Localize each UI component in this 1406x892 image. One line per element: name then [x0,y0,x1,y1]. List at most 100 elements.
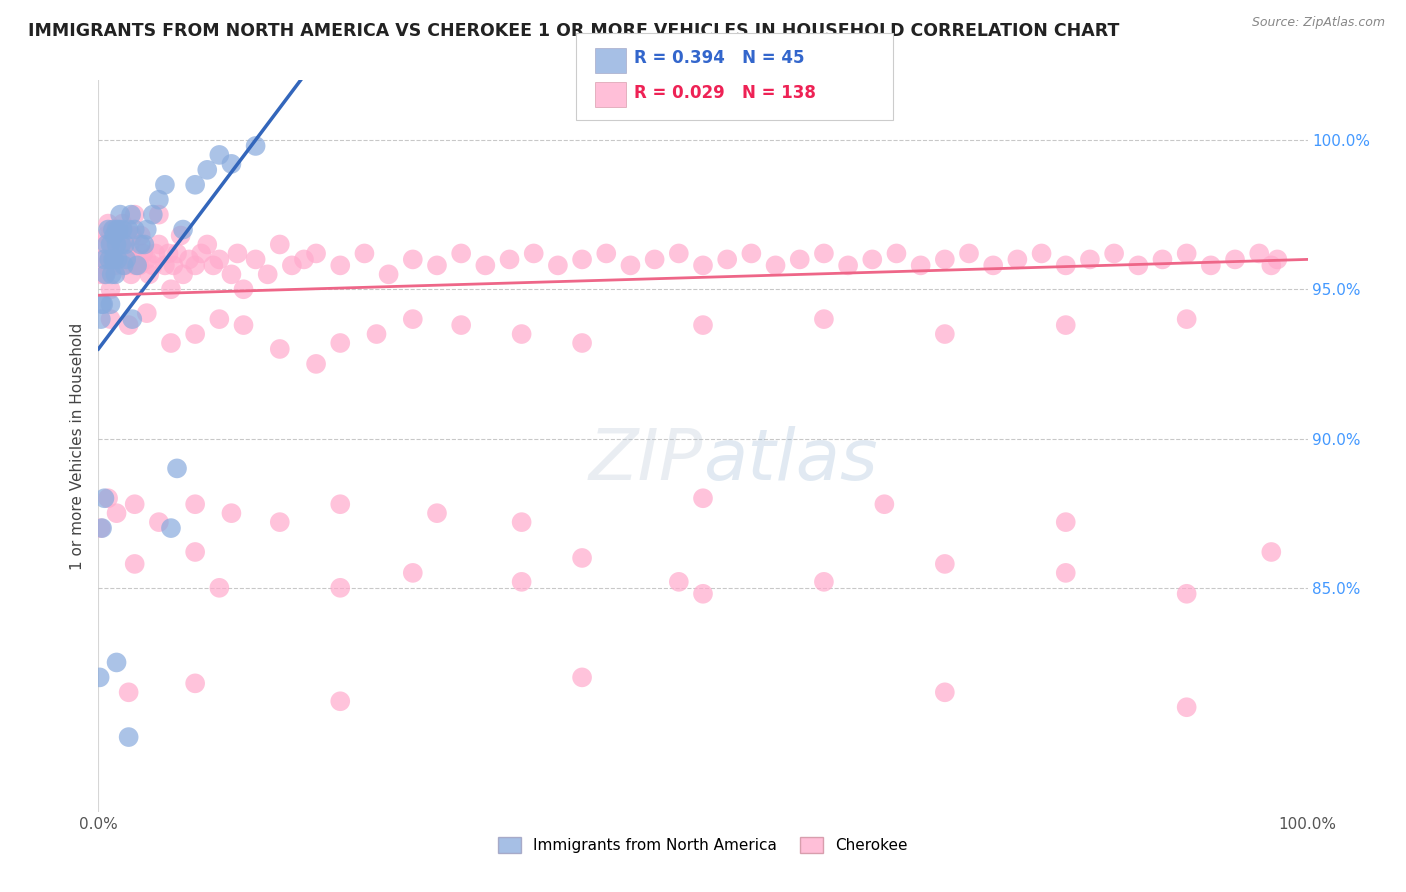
Point [91,297,114,311]
Point [148,208,170,222]
Point [118,237,141,252]
Point [169,228,191,243]
Point [221,506,243,520]
Point [105,506,128,520]
Point [124,259,146,273]
Point [692,318,714,332]
Point [886,246,908,260]
Point [160,336,183,351]
Point [91,297,114,311]
Point [108,222,131,236]
Point [934,252,956,267]
Point [166,246,188,260]
Point [148,237,170,252]
Point [132,246,155,260]
Point [166,461,188,475]
Point [105,237,128,252]
Point [571,670,593,684]
Point [571,336,593,351]
Point [837,259,859,273]
Text: Source: ZipAtlas.com: Source: ZipAtlas.com [1251,16,1385,29]
Point [108,252,131,267]
Point [269,515,291,529]
Point [91,237,114,252]
Point [105,222,128,236]
Point [910,259,932,273]
Point [1175,700,1198,714]
Point [129,237,152,252]
Point [644,252,666,267]
Point [226,246,249,260]
Point [329,259,352,273]
Point [813,574,835,589]
Point [118,730,141,744]
Point [873,497,896,511]
Point [157,246,180,260]
Point [510,515,533,529]
Point [100,268,122,282]
Point [1260,545,1282,559]
Point [281,259,304,273]
Point [329,336,352,351]
Point [1152,252,1174,267]
Text: atlas: atlas [703,426,877,495]
Point [179,252,201,267]
Point [110,237,132,252]
Point [97,217,120,231]
Point [450,318,472,332]
Point [100,228,122,243]
Point [195,162,218,177]
Point [292,252,315,267]
Point [692,491,714,506]
Point [118,252,141,267]
Point [474,259,496,273]
Point [1054,515,1077,529]
Point [1249,246,1271,260]
Point [813,312,835,326]
Point [100,312,122,326]
Point [90,268,112,282]
Point [148,193,170,207]
Point [118,222,141,236]
Point [1007,252,1029,267]
Point [184,545,207,559]
Point [692,259,714,273]
Point [104,259,127,273]
Point [114,259,136,273]
Point [195,237,218,252]
Text: R = 0.394   N = 45: R = 0.394 N = 45 [634,49,804,67]
Point [692,587,714,601]
Point [934,557,956,571]
Point [115,246,138,260]
Point [1054,318,1077,332]
Point [1175,587,1198,601]
Point [172,268,194,282]
Point [377,268,399,282]
Point [93,268,115,282]
Point [1199,259,1222,273]
Point [190,246,212,260]
Point [89,670,111,684]
Point [97,491,120,506]
Point [120,268,142,282]
Point [104,268,127,282]
Point [96,228,118,243]
Point [184,497,207,511]
Point [957,246,980,260]
Point [184,676,207,690]
Point [172,222,194,236]
Point [510,326,533,341]
Point [668,574,690,589]
Point [547,259,569,273]
Point [232,318,254,332]
Point [112,259,135,273]
Point [94,259,117,273]
Point [105,228,128,243]
Point [208,148,231,162]
Text: R = 0.029   N = 138: R = 0.029 N = 138 [634,84,815,102]
Text: ZIP: ZIP [589,426,703,495]
Point [1175,246,1198,260]
Point [595,246,617,260]
Point [105,656,128,670]
Point [716,252,738,267]
